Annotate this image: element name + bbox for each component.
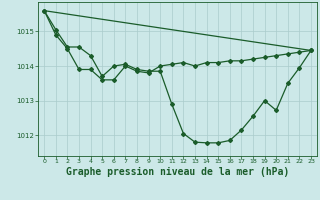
X-axis label: Graphe pression niveau de la mer (hPa): Graphe pression niveau de la mer (hPa)	[66, 167, 289, 177]
